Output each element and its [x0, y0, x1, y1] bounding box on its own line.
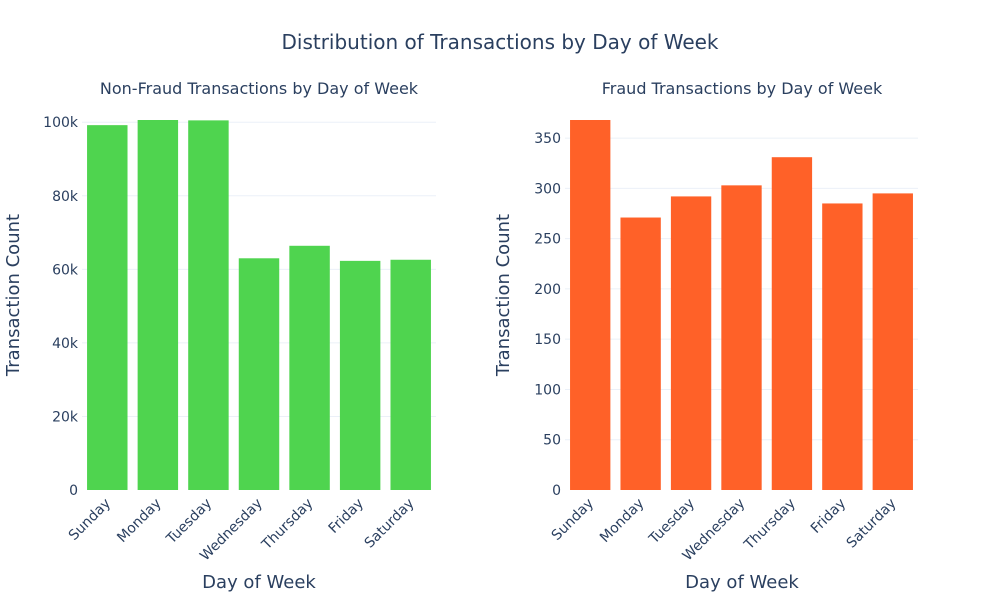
- fraud-bar-monday: [620, 217, 661, 491]
- fraud-x-tick-label: Tuesday: [646, 496, 698, 548]
- fraud-x-tick-label: Monday: [597, 496, 647, 546]
- nonfraud-bar-sunday: [87, 125, 128, 490]
- nonfraud-bar-tuesday: [188, 120, 229, 490]
- fraud-y-tick-label: 300: [534, 181, 561, 197]
- chart-main-title: Distribution of Transactions by Day of W…: [281, 30, 719, 54]
- nonfraud-y-tick-label: 40k: [52, 336, 79, 352]
- fraud-bar-tuesday: [670, 196, 712, 491]
- fraud-y-tick-label: 100: [534, 382, 561, 398]
- nonfraud-x-tick-label: Saturday: [362, 496, 418, 552]
- fraud-chart-panel: Fraud Transactions by Day of Week 0 50 100…: [493, 79, 918, 593]
- fraud-y-tick-label: 0: [552, 483, 561, 499]
- fraud-bar-thursday: [771, 157, 813, 490]
- fraud-bar-saturday: [872, 193, 913, 491]
- nonfraud-chart-title: Non-Fraud Transactions by Day of Week: [100, 79, 419, 98]
- fraud-y-axis-title: Transaction Count: [493, 214, 514, 377]
- nonfraud-y-tick-label: 20k: [52, 409, 79, 425]
- nonfraud-x-tick-label: Thursday: [258, 496, 316, 554]
- fraud-x-tick-label: Sunday: [549, 496, 597, 544]
- fraud-chart-title: Fraud Transactions by Day of Week: [602, 79, 883, 98]
- nonfraud-y-axis-title: Transaction Count: [3, 214, 24, 377]
- fraud-y-tick-label: 350: [534, 131, 561, 147]
- nonfraud-x-tick-label: Sunday: [66, 496, 114, 544]
- fraud-bar-wednesday: [721, 185, 762, 490]
- nonfraud-bar-thursday: [289, 245, 330, 490]
- fraud-y-tick-label: 50: [543, 433, 561, 449]
- nonfraud-x-tick-label: Tuesday: [163, 496, 215, 548]
- fraud-x-tick-label: Saturday: [844, 496, 900, 552]
- fraud-x-tick-label: Friday: [808, 496, 849, 537]
- fraud-y-tick-label: 200: [534, 282, 561, 298]
- nonfraud-y-tick-label: 100k: [43, 115, 79, 131]
- fraud-y-tick-label: 250: [534, 232, 561, 248]
- nonfraud-y-tick-label: 0: [69, 483, 78, 499]
- fraud-y-tick-label: 150: [534, 332, 561, 348]
- nonfraud-x-tick-label: Monday: [114, 496, 164, 546]
- nonfraud-bar-monday: [137, 120, 179, 490]
- fraud-bar-sunday: [570, 120, 611, 490]
- nonfraud-y-tick-label: 60k: [52, 262, 79, 278]
- nonfraud-x-axis-title: Day of Week: [202, 572, 316, 593]
- fraud-bar-friday: [822, 203, 863, 490]
- fraud-x-tick-label: Thursday: [741, 496, 799, 554]
- nonfraud-bar-saturday: [390, 259, 431, 490]
- fraud-x-axis-title: Day of Week: [685, 572, 799, 593]
- nonfraud-bar-wednesday: [238, 258, 280, 490]
- nonfraud-x-tick-label: Friday: [326, 496, 367, 537]
- nonfraud-y-tick-label: 80k: [52, 189, 79, 205]
- nonfraud-bar-friday: [339, 260, 381, 490]
- nonfraud-chart-panel: Non-Fraud Transactions by Day of Week 0 2…: [3, 79, 436, 593]
